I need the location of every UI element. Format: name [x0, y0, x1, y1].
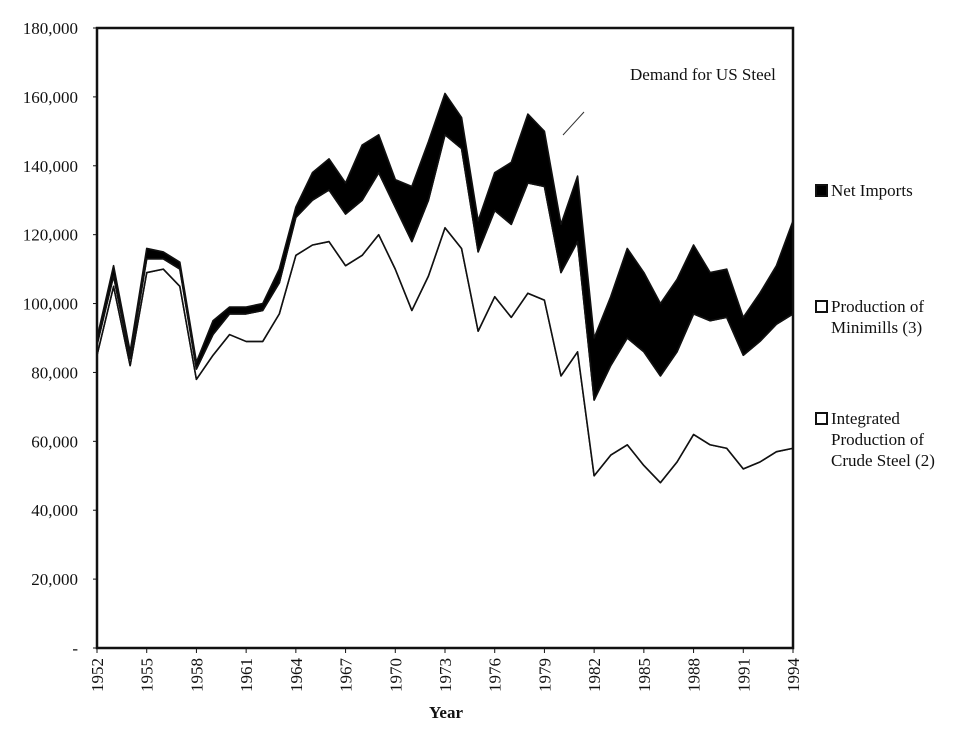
annotation-arrow: [562, 111, 585, 136]
y-tick-label: 180,000: [23, 19, 78, 38]
y-tick-label: 160,000: [23, 88, 78, 107]
legend-item: Production of Minimills (3): [815, 296, 960, 338]
y-tick-label: 100,000: [23, 295, 78, 314]
y-tick-label: 40,000: [31, 501, 78, 520]
x-tick-label: 1979: [535, 658, 554, 692]
x-tick-label: 1988: [685, 658, 704, 692]
legend-item: Net Imports: [815, 180, 960, 201]
y-tick-label: 60,000: [31, 432, 78, 451]
legend-label: Net Imports: [831, 181, 913, 200]
x-tick-label: 1991: [734, 658, 753, 692]
legend-item: Integrated Production of Crude Steel (2): [815, 408, 960, 471]
y-tick-label: 120,000: [23, 226, 78, 245]
plot-frame: [95, 26, 795, 650]
y-tick-label: 140,000: [23, 157, 78, 176]
y-tick-label: 80,000: [31, 363, 78, 382]
x-tick-label: 1967: [337, 658, 356, 693]
x-tick-label: 1973: [436, 658, 455, 692]
annotation: Demand for US Steel: [630, 65, 776, 84]
x-tick-label: 1958: [187, 658, 206, 692]
x-tick-label: 1952: [88, 658, 107, 692]
x-tick-label: 1976: [486, 658, 505, 692]
legend-swatch: [815, 300, 828, 313]
y-tick-label: 20,000: [31, 570, 78, 589]
x-tick-label: 1994: [784, 658, 803, 693]
legend-swatch: [815, 184, 828, 197]
x-tick-label: 1955: [138, 658, 157, 692]
x-tick-label: 1982: [585, 658, 604, 692]
x-tick-label: 1964: [287, 658, 306, 693]
legend-label: Integrated Production of Crude Steel (2): [831, 409, 935, 470]
x-tick-label: 1970: [386, 658, 405, 692]
legend-label: Production of Minimills (3): [831, 297, 925, 337]
y-tick-label: -: [72, 639, 78, 658]
x-tick-label: 1961: [237, 658, 256, 692]
x-tick-label: 1985: [635, 658, 654, 692]
legend-swatch: [815, 412, 828, 425]
x-axis-title: Year: [429, 703, 463, 722]
